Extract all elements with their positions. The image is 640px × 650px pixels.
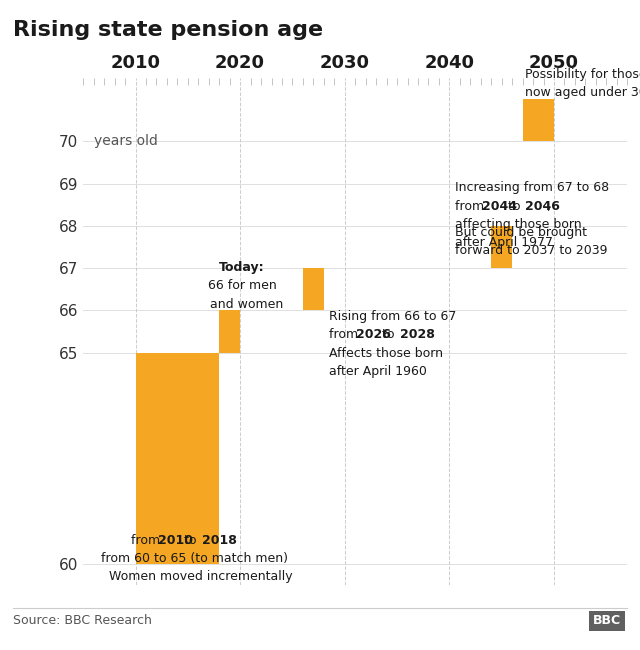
Text: .: . [422, 328, 426, 341]
Text: 2010: 2010 [158, 534, 193, 547]
Text: from 60 to 65 (to match men): from 60 to 65 (to match men) [101, 552, 288, 565]
Text: after April 1977: after April 1977 [454, 236, 552, 249]
Text: Today:: Today: [219, 261, 264, 274]
Bar [523, 99, 554, 142]
Bar [220, 311, 240, 352]
Text: to: to [504, 200, 524, 213]
Text: ,: , [547, 200, 551, 213]
Text: 2028: 2028 [400, 328, 435, 341]
Text: affecting those born: affecting those born [454, 218, 581, 231]
Text: Possibility for those: Possibility for those [525, 68, 640, 81]
Text: after April 1960: after April 1960 [329, 365, 427, 378]
Text: to: to [180, 534, 200, 547]
Text: Rising from 66 to 67: Rising from 66 to 67 [329, 310, 456, 323]
Text: Source: BBC Research: Source: BBC Research [13, 614, 152, 627]
Text: from: from [131, 534, 164, 547]
Text: 2018: 2018 [202, 534, 237, 547]
Text: years old: years old [93, 135, 157, 148]
Text: now aged under 30: now aged under 30 [525, 86, 640, 99]
Text: Women moved incrementally: Women moved incrementally [109, 570, 293, 583]
Bar [303, 268, 324, 311]
Bar [492, 226, 512, 268]
Text: and women: and women [211, 298, 284, 311]
Text: Increasing from 67 to 68: Increasing from 67 to 68 [454, 181, 609, 194]
Text: from: from [454, 200, 488, 213]
Text: BBC: BBC [593, 614, 621, 627]
Text: forward to 2037 to 2039: forward to 2037 to 2039 [454, 244, 607, 257]
Text: But could be brought: But could be brought [454, 226, 587, 239]
Text: 2026: 2026 [356, 328, 391, 341]
Text: 66 for men: 66 for men [208, 280, 276, 292]
Text: 2046: 2046 [525, 200, 560, 213]
Text: to: to [378, 328, 399, 341]
Text: from: from [329, 328, 362, 341]
Bar [136, 352, 220, 564]
Text: Rising state pension age: Rising state pension age [13, 20, 323, 40]
Text: 2044: 2044 [482, 200, 516, 213]
Text: Affects those born: Affects those born [329, 346, 443, 359]
